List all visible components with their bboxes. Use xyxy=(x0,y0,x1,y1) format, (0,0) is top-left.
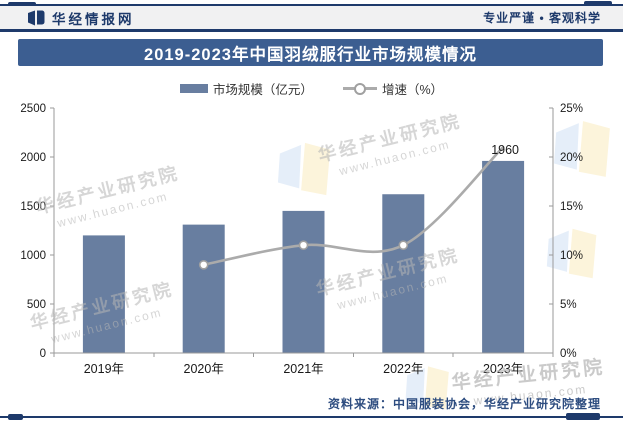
left-axis-tick-label: 1000 xyxy=(20,250,46,262)
brand: 华经情报网 xyxy=(27,8,135,28)
bottom-border-line xyxy=(0,416,623,418)
header-bar: 华经情报网 专业严谨 • 客观科学 xyxy=(0,6,623,32)
brand-name: 华经情报网 xyxy=(52,11,135,27)
right-axis-tick-label: 25% xyxy=(560,103,583,115)
legend-label-growth: 增速（%） xyxy=(381,83,444,97)
header-slogan: 专业严谨 • 客观科学 xyxy=(483,11,601,25)
bar-2022年 xyxy=(382,194,425,353)
x-axis-category-label: 2020年 xyxy=(184,362,224,376)
bar-2021年 xyxy=(282,210,325,353)
left-axis-tick-label: 0 xyxy=(40,348,46,360)
right-axis-tick-label: 0% xyxy=(560,348,577,360)
line-swatch-icon xyxy=(342,82,377,95)
left-axis-tick-label: 2000 xyxy=(20,152,46,164)
legend-item-market: 市场规模（亿元） xyxy=(179,79,313,98)
growth-marker xyxy=(298,240,309,250)
right-axis-tick-label: 5% xyxy=(560,299,577,311)
legend-item-growth: 增速（%） xyxy=(342,79,444,98)
bottom-border-accent-right xyxy=(566,413,600,420)
x-axis-category-label: 2021年 xyxy=(283,362,323,376)
legend-label-market: 市场规模（亿元） xyxy=(212,83,313,97)
top-border-accent-right xyxy=(584,1,612,7)
growth-marker xyxy=(198,259,209,270)
chart-legend: 市场规模（亿元） 增速（%） xyxy=(0,79,623,98)
left-axis-tick-label: 1500 xyxy=(20,201,46,213)
x-axis-category-label: 2019年 xyxy=(84,362,124,376)
line-marker-icon xyxy=(353,82,366,95)
bar-2019年 xyxy=(82,235,125,353)
right-axis-tick-label: 20% xyxy=(560,152,583,164)
chart-title-banner: 2019-2023年中国羽绒服行业市场规模情况 xyxy=(18,39,603,66)
bar-2023年 xyxy=(482,160,525,353)
right-axis-tick-label: 15% xyxy=(560,201,583,213)
chart-title: 2019-2023年中国羽绒服行业市场规模情况 xyxy=(144,45,477,64)
left-axis-tick-label: 2500 xyxy=(20,103,46,115)
bar-value-label: 1960 xyxy=(491,143,519,157)
top-border-line xyxy=(0,4,623,6)
growth-line xyxy=(202,145,505,267)
x-axis-category-label: 2022年 xyxy=(383,362,423,376)
top-border-accent-left xyxy=(8,2,36,8)
growth-marker xyxy=(398,240,409,250)
source-note: 资料来源：中国服装协会，华经产业研究院整理 xyxy=(327,397,601,411)
bottom-border-accent-left xyxy=(8,414,23,420)
bar-swatch-icon xyxy=(179,84,208,93)
left-axis-tick-label: 500 xyxy=(27,299,46,311)
right-axis-tick-label: 10% xyxy=(560,250,583,262)
brand-logo-icon xyxy=(28,10,45,25)
bar-2020年 xyxy=(182,224,225,353)
x-axis-category-label: 2023年 xyxy=(483,362,523,376)
